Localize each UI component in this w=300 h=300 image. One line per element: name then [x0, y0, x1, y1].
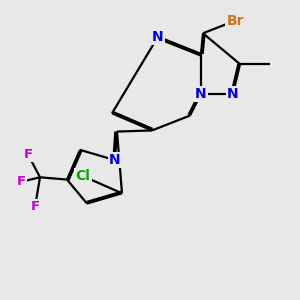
Text: F: F [23, 148, 33, 161]
Text: Cl: Cl [76, 169, 90, 183]
Text: F: F [16, 176, 26, 188]
Text: N: N [195, 87, 207, 101]
Text: F: F [30, 200, 40, 214]
Text: Br: Br [226, 14, 244, 28]
Text: N: N [152, 30, 164, 44]
Text: N: N [227, 87, 239, 101]
Text: N: N [109, 153, 121, 167]
